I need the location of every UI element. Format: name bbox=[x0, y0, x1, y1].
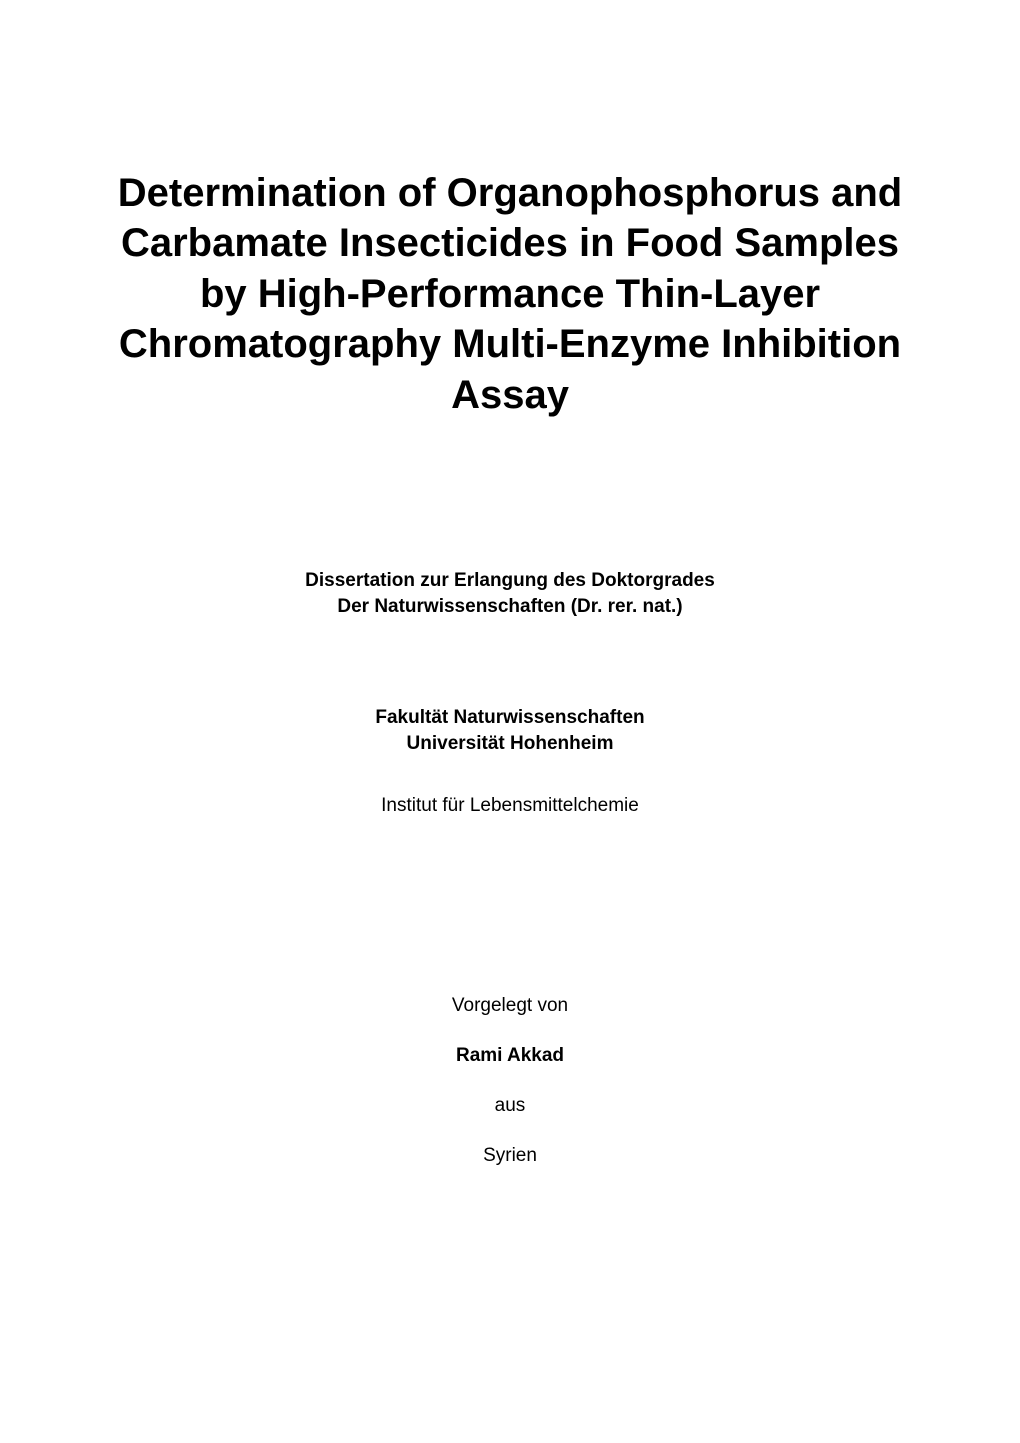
degree-statement: Dissertation zur Erlangung des Doktorgra… bbox=[110, 568, 910, 619]
author-country: Syrien bbox=[110, 1145, 910, 1167]
presented-by-label: Vorgelegt von bbox=[110, 995, 910, 1017]
from-label: aus bbox=[110, 1095, 910, 1117]
institute-name: Institut für Lebensmittelchemie bbox=[110, 795, 910, 817]
faculty-block: Fakultät Naturwissenschaften Universität… bbox=[110, 705, 910, 756]
dissertation-title: Determination of Organophosphorus and Ca… bbox=[110, 168, 910, 420]
faculty-name: Fakultät Naturwissenschaften bbox=[110, 705, 910, 731]
author-name: Rami Akkad bbox=[110, 1045, 910, 1067]
degree-statement-line-1: Dissertation zur Erlangung des Doktorgra… bbox=[110, 568, 910, 594]
university-name: Universität Hohenheim bbox=[110, 731, 910, 757]
title-page: Determination of Organophosphorus and Ca… bbox=[0, 0, 1020, 1443]
degree-statement-line-2: Der Naturwissenschaften (Dr. rer. nat.) bbox=[110, 594, 910, 620]
